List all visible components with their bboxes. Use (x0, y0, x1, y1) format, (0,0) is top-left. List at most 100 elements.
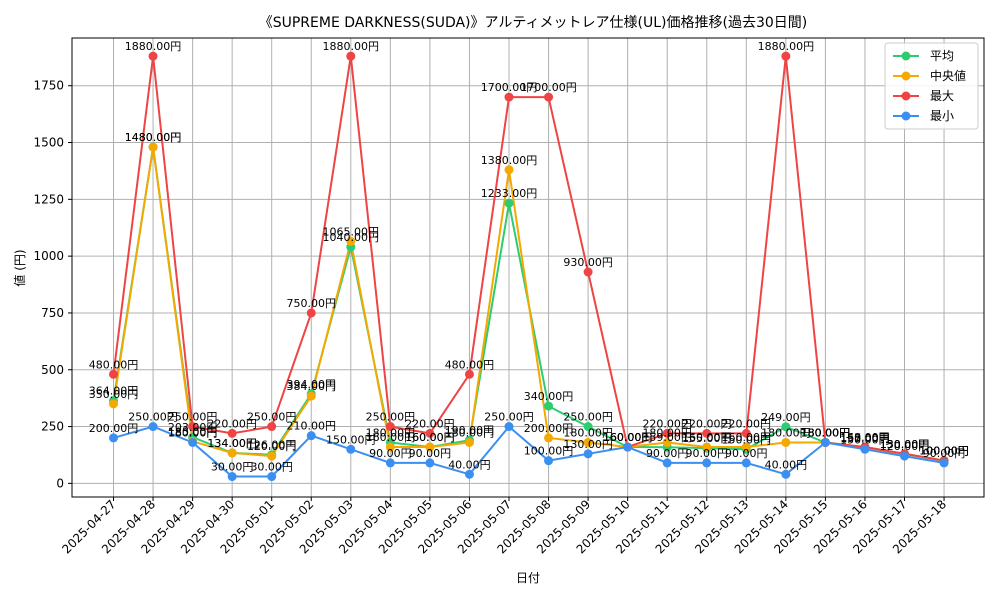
data-label: 250.00円 (563, 411, 613, 424)
data-label: 340.00円 (524, 390, 574, 403)
series-line (113, 425, 945, 478)
data-label: 150.00円 (326, 433, 376, 446)
data-point (306, 391, 316, 401)
data-label: 1480.00円 (125, 131, 182, 144)
data-point (583, 449, 593, 459)
data-label: 750.00円 (287, 297, 337, 310)
data-label: 1880.00円 (758, 40, 815, 53)
data-label: 180.00円 (563, 426, 613, 439)
data-label: 150.00円 (840, 433, 890, 446)
data-point (148, 142, 158, 152)
y-tick-label: 0 (56, 476, 64, 490)
data-label: 480.00円 (445, 358, 495, 371)
data-label: 100.00円 (919, 445, 969, 458)
data-label: 160.00円 (603, 431, 653, 444)
legend-label: 平均 (930, 49, 954, 63)
x-axis-label: 日付 (516, 571, 540, 585)
y-axis: 0 250 500 750 1000 1250 1500 1750 (33, 79, 72, 490)
data-label: 249.00円 (761, 411, 811, 424)
data-point (109, 433, 118, 443)
data-label: 180.00円 (801, 426, 851, 439)
data-label: 220.00円 (682, 417, 732, 430)
data-label: 203.00円 (168, 421, 218, 434)
data-label: 155.00円 (840, 432, 890, 445)
data-label: 364.00円 (89, 385, 139, 398)
data-point (781, 422, 791, 432)
data-label: 250.00円 (128, 411, 178, 424)
data-point (544, 456, 554, 466)
data-point (188, 437, 198, 447)
data-point (109, 399, 118, 409)
data-label: 220.00円 (642, 417, 692, 430)
series-group (109, 51, 949, 482)
data-label: 100.00円 (919, 445, 969, 458)
data-label: 250.00円 (168, 411, 218, 424)
data-label: 930.00円 (563, 256, 613, 269)
data-label: 350.00円 (89, 388, 139, 401)
chart-title: 《SUPREME DARKNESS(SUDA)》アルティメットレア仕様(UL)価… (259, 15, 808, 31)
y-tick-label: 500 (41, 363, 64, 377)
legend-marker (901, 91, 911, 101)
data-label: 160.00円 (603, 431, 653, 444)
data-label: 200.00円 (524, 422, 574, 435)
data-point (702, 458, 712, 468)
data-label: 150.00円 (722, 433, 772, 446)
data-point (583, 437, 593, 447)
data-label: 134.00円 (207, 437, 257, 450)
data-point (504, 165, 514, 175)
data-label: 160.00円 (366, 431, 416, 444)
data-label: 90.00円 (686, 447, 729, 460)
data-label: 30.00円 (250, 461, 293, 474)
data-point (306, 308, 316, 318)
data-label: 100.00円 (919, 445, 969, 458)
data-point (781, 437, 791, 447)
data-label: 90.00円 (923, 447, 966, 460)
data-point (741, 458, 751, 468)
y-tick-label: 1500 (33, 136, 64, 150)
data-label: 155.00円 (682, 432, 732, 445)
data-label: 220.00円 (207, 417, 257, 430)
data-label: 90.00円 (409, 447, 452, 460)
data-point (267, 422, 277, 432)
data-label: 1880.00円 (125, 40, 182, 53)
data-label: 250.00円 (366, 411, 416, 424)
data-point (504, 198, 514, 208)
data-point (385, 422, 395, 432)
series-line (112, 55, 945, 462)
data-label: 130.00円 (563, 438, 613, 451)
data-point (148, 51, 158, 61)
y-axis-label: 値 (円) (12, 249, 27, 286)
data-label: 100.00円 (524, 445, 574, 458)
data-point (662, 428, 672, 438)
data-point (227, 472, 237, 482)
data-point (623, 442, 633, 452)
data-point (820, 437, 830, 447)
data-label: 220.00円 (405, 417, 455, 430)
data-point (583, 267, 593, 277)
data-point (425, 428, 435, 438)
data-label: 180.00円 (445, 426, 495, 439)
data-label: 394.00円 (287, 378, 337, 391)
data-point (900, 451, 909, 461)
data-point (346, 236, 356, 246)
y-tick-label: 1750 (33, 79, 64, 93)
data-label: 1233.00円 (481, 187, 538, 200)
data-point (425, 442, 435, 452)
data-point (741, 442, 751, 452)
data-label: 160.00円 (682, 431, 732, 444)
data-point (267, 451, 277, 461)
legend-box (884, 42, 979, 130)
data-label: 90.00円 (646, 447, 689, 460)
data-label: 1380.00円 (481, 154, 538, 167)
data-label: 180.00円 (801, 426, 851, 439)
data-label: 126.00円 (247, 439, 297, 452)
data-label: 130.00円 (880, 438, 930, 451)
data-label: 160.00円 (405, 431, 455, 444)
y-tick-label: 250 (41, 420, 64, 434)
data-point (583, 422, 593, 432)
data-point (781, 469, 791, 479)
data-point (385, 442, 395, 452)
data-point (662, 458, 672, 468)
data-label: 160.00円 (722, 431, 772, 444)
